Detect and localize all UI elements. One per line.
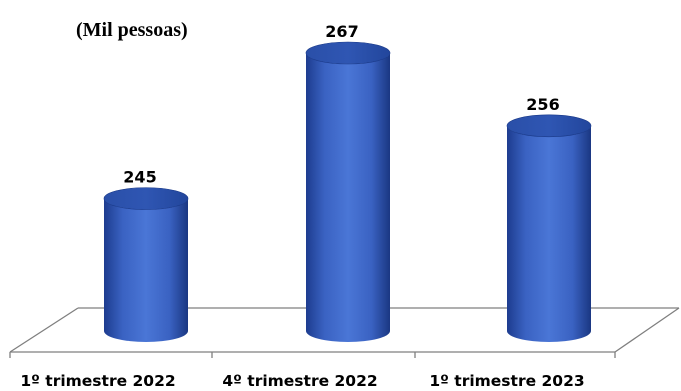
value-label: 245	[123, 168, 156, 187]
unit-label: (Mil pessoas)	[76, 19, 188, 41]
x-tick-label: 4º trimestre 2022	[222, 372, 377, 390]
bar-top	[103, 187, 189, 210]
x-tick-labels-group: 1º trimestre 2022 4º trimestre 2022 1º tri…	[20, 372, 584, 390]
bar	[305, 41, 391, 342]
bar	[103, 187, 189, 342]
floor-edge	[9, 307, 79, 353]
bar-body	[104, 198, 188, 342]
bar-body	[306, 53, 390, 342]
x-tick-label: 1º trimestre 2022	[20, 372, 175, 390]
bar-top	[305, 41, 391, 65]
value-label: 256	[526, 95, 559, 114]
x-tick-label: 1º trimestre 2023	[429, 372, 584, 390]
value-labels-group: 245 267 256	[123, 22, 559, 187]
bar-body	[507, 125, 591, 342]
value-label: 267	[325, 22, 358, 41]
bar-top	[506, 114, 592, 138]
bar	[506, 114, 592, 342]
floor-edge	[614, 307, 680, 353]
bars-group	[103, 41, 592, 342]
